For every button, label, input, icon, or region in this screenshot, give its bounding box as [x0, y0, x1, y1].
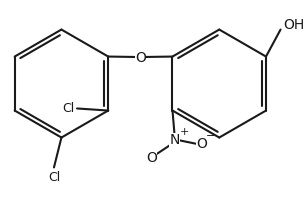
- Text: O: O: [196, 137, 207, 151]
- Text: Cl: Cl: [48, 171, 60, 184]
- Text: −: −: [206, 131, 215, 141]
- Text: OH: OH: [283, 18, 305, 32]
- Text: Cl: Cl: [62, 102, 75, 115]
- Text: O: O: [135, 51, 146, 65]
- Text: O: O: [146, 151, 157, 165]
- Text: N: N: [169, 133, 180, 147]
- Text: +: +: [180, 127, 190, 137]
